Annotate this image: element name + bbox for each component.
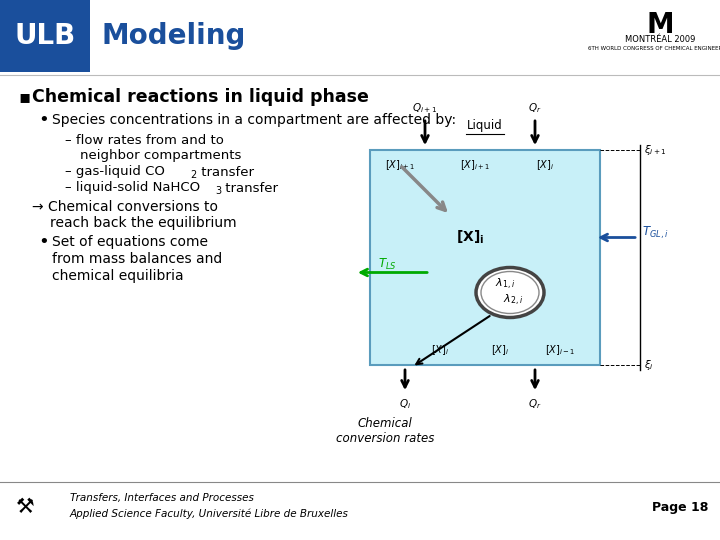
Text: – gas-liquid CO: – gas-liquid CO — [65, 165, 165, 179]
Text: $[X]_i$: $[X]_i$ — [536, 158, 554, 172]
Text: $T_{GL,i}$: $T_{GL,i}$ — [642, 224, 669, 241]
Text: $\xi_i$: $\xi_i$ — [644, 358, 654, 372]
Text: Set of equations come: Set of equations come — [52, 235, 208, 249]
Text: reach back the equilibrium: reach back the equilibrium — [50, 216, 237, 230]
Text: $[X]_{i-1}$: $[X]_{i-1}$ — [545, 343, 575, 357]
Text: $[X]_i$: $[X]_i$ — [491, 343, 509, 357]
Text: transfer: transfer — [197, 165, 254, 179]
Text: •: • — [38, 233, 49, 251]
Text: •: • — [38, 111, 49, 129]
Text: $[X]_{i+1}$: $[X]_{i+1}$ — [385, 158, 415, 172]
Text: Applied Science Faculty, Université Libre de Bruxelles: Applied Science Faculty, Université Libr… — [70, 509, 349, 519]
Text: M: M — [646, 11, 674, 39]
Text: $\lambda_{1,i}$: $\lambda_{1,i}$ — [495, 277, 515, 292]
Text: $\lambda_{2,i}$: $\lambda_{2,i}$ — [503, 293, 523, 308]
Text: MONTRÉAL 2009: MONTRÉAL 2009 — [625, 36, 696, 44]
Text: $\xi_{i+1}$: $\xi_{i+1}$ — [644, 143, 667, 157]
Text: $Q_r$: $Q_r$ — [528, 101, 541, 115]
Text: – flow rates from and to: – flow rates from and to — [65, 133, 224, 146]
Text: – liquid-solid NaHCO: – liquid-solid NaHCO — [65, 181, 200, 194]
Text: 3: 3 — [215, 186, 221, 196]
Text: ⚒: ⚒ — [16, 497, 35, 517]
Text: → Chemical conversions to: → Chemical conversions to — [32, 200, 218, 214]
Text: from mass balances and: from mass balances and — [52, 252, 222, 266]
Text: $Q_i$: $Q_i$ — [399, 397, 411, 411]
Bar — [0, 0, 90, 72]
Ellipse shape — [481, 272, 539, 314]
Text: $[X]_{i+1}$: $[X]_{i+1}$ — [460, 158, 490, 172]
Text: ULB: ULB — [14, 22, 76, 50]
Text: 6TH WORLD CONGRESS OF CHEMICAL ENGINEERING: 6TH WORLD CONGRESS OF CHEMICAL ENGINEERI… — [588, 45, 720, 51]
Text: Chemical reactions in liquid phase: Chemical reactions in liquid phase — [32, 88, 369, 106]
Text: 2: 2 — [190, 170, 197, 180]
Text: Chemical
conversion rates: Chemical conversion rates — [336, 417, 434, 445]
Text: chemical equilibria: chemical equilibria — [52, 269, 184, 283]
Text: $Q_r$: $Q_r$ — [528, 397, 541, 411]
Text: $\mathbf{[X]_i}$: $\mathbf{[X]_i}$ — [456, 229, 484, 246]
Text: Page 18: Page 18 — [652, 501, 708, 514]
Text: ▪: ▪ — [18, 88, 30, 106]
Text: Transfers, Interfaces and Processes: Transfers, Interfaces and Processes — [70, 493, 254, 503]
Text: $T_{LS}$: $T_{LS}$ — [378, 257, 397, 272]
Text: $[X]_i$: $[X]_i$ — [431, 343, 449, 357]
Text: neighbor compartments: neighbor compartments — [80, 150, 241, 163]
Text: Modeling: Modeling — [102, 22, 246, 50]
Text: transfer: transfer — [221, 181, 278, 194]
Bar — [370, 150, 600, 365]
Text: $Q_{i+1}$: $Q_{i+1}$ — [413, 101, 438, 115]
Ellipse shape — [476, 267, 544, 318]
Text: Liquid: Liquid — [467, 119, 503, 132]
Text: Species concentrations in a compartment are affected by:: Species concentrations in a compartment … — [52, 113, 456, 127]
